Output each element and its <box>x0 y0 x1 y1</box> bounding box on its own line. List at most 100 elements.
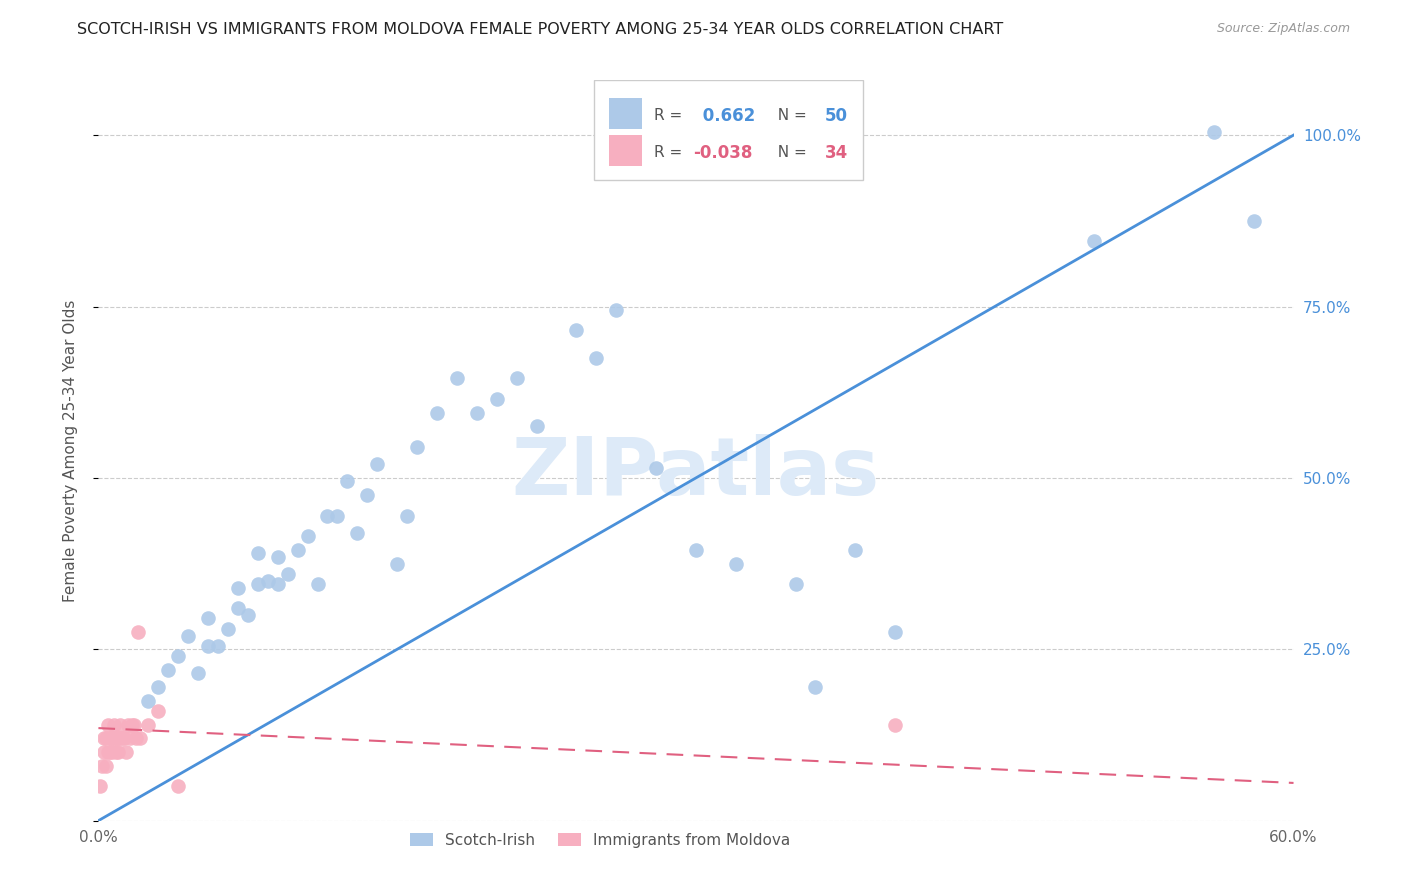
Point <box>117 717 139 731</box>
Point <box>246 577 269 591</box>
Point <box>93 731 115 746</box>
Y-axis label: Female Poverty Among 25-34 Year Olds: Female Poverty Among 25-34 Year Olds <box>63 300 77 601</box>
Bar <box>609 135 643 166</box>
Point <box>277 566 299 581</box>
Point <box>127 625 149 640</box>
Point <box>105 731 128 746</box>
Point <box>1243 214 1265 228</box>
Point <box>112 731 135 746</box>
Point <box>316 508 339 523</box>
Point <box>101 745 124 759</box>
Point <box>465 406 488 420</box>
Point <box>111 731 134 746</box>
Point <box>120 731 142 746</box>
Text: Source: ZipAtlas.com: Source: ZipAtlas.com <box>1216 22 1350 36</box>
Text: R =: R = <box>654 145 688 161</box>
Point <box>385 557 409 571</box>
Point <box>115 745 138 759</box>
Point <box>346 525 368 540</box>
Point <box>124 717 146 731</box>
Point <box>785 577 807 591</box>
Point <box>724 557 747 571</box>
Point <box>267 577 290 591</box>
Point <box>129 731 152 746</box>
Point <box>297 529 319 543</box>
Point <box>167 649 190 664</box>
Point <box>287 542 309 557</box>
Point <box>267 549 290 564</box>
Point <box>685 542 707 557</box>
Point <box>177 628 200 642</box>
Point <box>1202 125 1225 139</box>
Point <box>645 460 668 475</box>
Point <box>148 680 170 694</box>
Text: SCOTCH-IRISH VS IMMIGRANTS FROM MOLDOVA FEMALE POVERTY AMONG 25-34 YEAR OLDS COR: SCOTCH-IRISH VS IMMIGRANTS FROM MOLDOVA … <box>77 22 1004 37</box>
Point <box>97 745 120 759</box>
Point <box>307 577 329 591</box>
Point <box>1083 235 1105 249</box>
Point <box>148 704 170 718</box>
Text: -0.038: -0.038 <box>693 144 754 161</box>
Point <box>197 639 219 653</box>
Point <box>246 546 269 560</box>
Point <box>426 406 449 420</box>
Point <box>136 694 159 708</box>
Point <box>105 745 128 759</box>
Point <box>236 607 259 622</box>
Point <box>226 581 249 595</box>
Text: 50: 50 <box>825 107 848 125</box>
Point <box>326 508 349 523</box>
Text: N =: N = <box>768 108 811 123</box>
Point <box>125 731 148 746</box>
Text: N =: N = <box>768 145 811 161</box>
Point <box>207 639 229 653</box>
Point <box>585 351 607 365</box>
Point <box>256 574 278 588</box>
Point <box>356 488 378 502</box>
Point <box>884 717 907 731</box>
Point <box>396 508 419 523</box>
Point <box>406 440 429 454</box>
Point <box>804 680 827 694</box>
Point <box>107 745 129 759</box>
Point <box>103 731 125 746</box>
Bar <box>595 80 863 180</box>
Point <box>226 601 249 615</box>
Point <box>136 717 159 731</box>
Point <box>98 745 122 759</box>
Point <box>167 780 190 794</box>
Point <box>565 324 588 338</box>
Text: ZIPatlas: ZIPatlas <box>512 434 880 512</box>
Point <box>336 475 359 489</box>
Point <box>98 731 122 746</box>
Bar <box>609 98 643 129</box>
Point <box>605 302 627 317</box>
Point <box>110 717 132 731</box>
Point <box>89 780 111 794</box>
Point <box>107 731 129 746</box>
Point <box>187 666 209 681</box>
Point <box>91 759 114 773</box>
Point <box>96 759 118 773</box>
Point <box>844 542 866 557</box>
Text: 34: 34 <box>825 144 848 161</box>
Point <box>884 625 907 640</box>
Point <box>217 622 239 636</box>
Point <box>366 457 388 471</box>
Point <box>197 611 219 625</box>
Point <box>121 717 143 731</box>
Point <box>103 717 125 731</box>
Point <box>97 717 120 731</box>
Point <box>101 731 124 746</box>
Point <box>157 663 180 677</box>
Point <box>526 419 548 434</box>
Text: R =: R = <box>654 108 688 123</box>
Text: 0.662: 0.662 <box>697 107 755 125</box>
Point <box>110 731 132 746</box>
Point <box>446 371 468 385</box>
Point <box>96 731 118 746</box>
Legend: Scotch-Irish, Immigrants from Moldova: Scotch-Irish, Immigrants from Moldova <box>404 826 797 854</box>
Point <box>506 371 529 385</box>
Point <box>485 392 508 406</box>
Point <box>93 745 115 759</box>
